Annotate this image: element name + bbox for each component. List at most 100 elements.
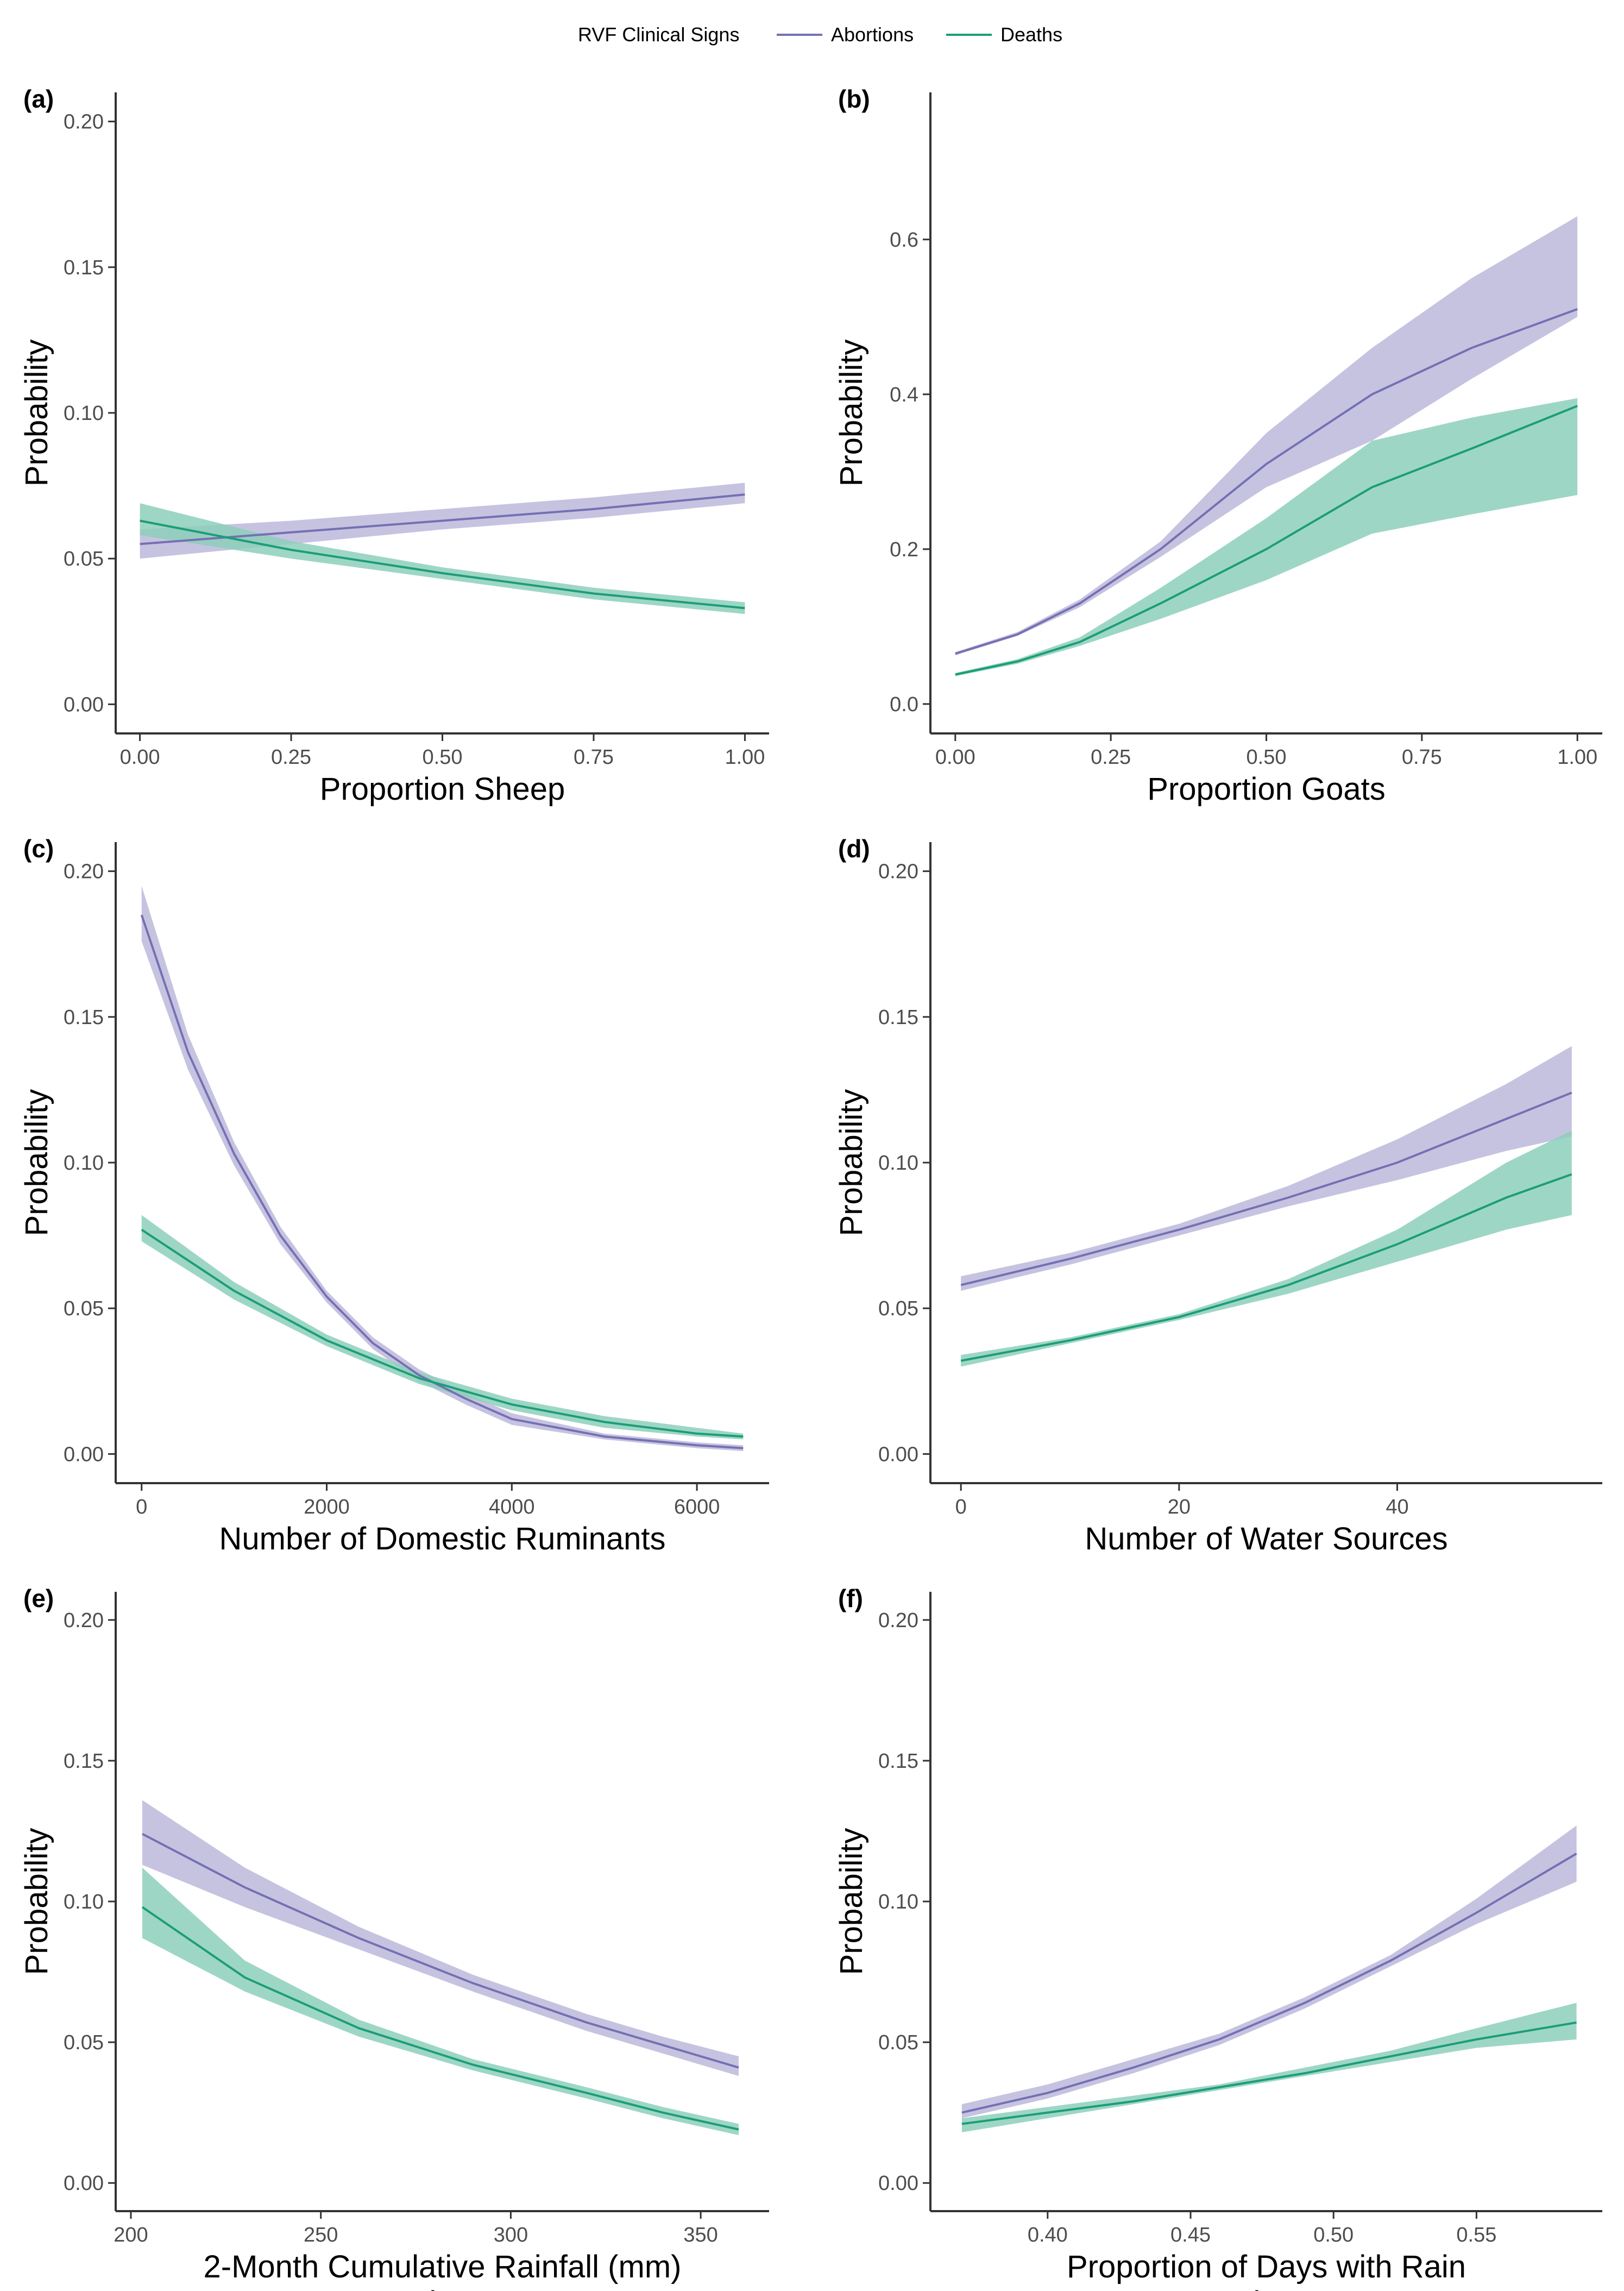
x-axis-title: Number of Water Sources (1085, 1521, 1447, 1556)
x-axis-title: Number of Domestic Ruminants (219, 1521, 666, 1556)
confidence-band-deaths (961, 1131, 1572, 1367)
panel-label: (d) (838, 834, 870, 863)
y-tick-label: 0.15 (878, 1750, 918, 1773)
y-tick-label: 0.20 (878, 1609, 918, 1632)
legend-title: RVF Clinical Signs (578, 23, 739, 46)
y-tick-label: 0.05 (64, 548, 104, 570)
x-tick-label: 0.00 (120, 746, 160, 769)
x-tick-label: 0.50 (423, 746, 463, 769)
y-tick-label: 0.10 (878, 1891, 918, 1913)
x-tick-label: 0.75 (1402, 746, 1442, 769)
y-tick-label: 0.10 (64, 1891, 104, 1913)
x-tick-label: 1.00 (1557, 746, 1597, 769)
series-line-abortions (140, 914, 744, 1449)
confidence-band-abortions (961, 1825, 1577, 2118)
confidence-band-abortions (961, 1046, 1572, 1291)
y-axis-title: Probability (19, 1089, 54, 1236)
y-tick-label: 0.05 (878, 2031, 918, 2054)
panel-1: 0.0 0.2 0.4 0.6 0.00 0.25 0.50 0.75 1.00 Proporti… (834, 85, 1602, 807)
series-line-abortions (142, 1832, 739, 2069)
confidence-band-abortions (142, 1800, 739, 2076)
series-line-deaths (961, 2021, 1577, 2125)
y-tick-label: 0.2 (890, 538, 918, 561)
panel-label: (e) (23, 1584, 54, 1612)
x-tick-label: 0 (136, 1496, 147, 1518)
y-axis-title: Probability (19, 340, 54, 487)
panel-5: 0.00 0.05 0.10 0.15 0.20 0.40 0.45 0.50 0.55 Prop… (834, 1584, 1602, 2291)
x-tick-label: 0.50 (1247, 746, 1287, 769)
x-tick-label: 0.40 (1028, 2224, 1068, 2246)
x-tick-label: 6000 (674, 1496, 720, 1518)
series-line-deaths (955, 405, 1578, 676)
x-tick-label: 40 (1386, 1496, 1408, 1518)
legend-label-abortions: Abortions (831, 23, 914, 46)
y-tick-label: 0.20 (64, 1609, 104, 1632)
series-line-deaths (141, 1228, 744, 1438)
y-tick-label: 0.05 (64, 1297, 104, 1320)
x-axis-title: Proportion Sheep (320, 771, 565, 807)
y-tick-label: 0.05 (64, 2031, 104, 2054)
y-axis-title: Probability (834, 1828, 869, 1975)
x-tick-label: 0 (955, 1496, 967, 1518)
x-tick-label: 0.25 (1091, 746, 1131, 769)
y-tick-label: 0.10 (878, 1152, 918, 1175)
panel-label: (a) (23, 85, 54, 113)
x-tick-label: 0.50 (1313, 2224, 1354, 2246)
legend-label-deaths: Deaths (1000, 23, 1062, 46)
legend: RVF Clinical Signs Abortions Deaths (578, 23, 1062, 46)
y-tick-label: 0.05 (878, 1297, 918, 1320)
x-tick-label: 0.25 (271, 746, 311, 769)
y-tick-label: 0.10 (64, 402, 104, 425)
x-tick-label: 250 (304, 2224, 338, 2246)
x-tick-label: 0.55 (1456, 2224, 1496, 2246)
series-line-abortions (955, 308, 1578, 655)
x-tick-label: 0.45 (1170, 2224, 1211, 2246)
confidence-band-deaths (142, 1867, 739, 2136)
panel-3: 0.00 0.05 0.10 0.15 0.20 0 20 40 Number of Water… (834, 834, 1602, 1556)
x-tick-label: 4000 (489, 1496, 535, 1518)
confidence-band-deaths (141, 1215, 744, 1440)
series-line-abortions (961, 1853, 1577, 2114)
x-tick-label: 0.75 (574, 746, 614, 769)
panel-0: 0.00 0.05 0.10 0.15 0.20 0.00 0.25 0.50 0.75 1.00… (19, 85, 769, 807)
y-tick-label: 0.15 (64, 256, 104, 279)
y-axis-title: Probability (834, 1089, 869, 1236)
x-tick-label: 200 (114, 2224, 148, 2246)
x-axis-title: Proportion of Days with Rain (1067, 2249, 1466, 2284)
series-line-abortions (140, 493, 745, 545)
y-tick-label: 0.4 (890, 384, 918, 406)
panel-label: (c) (23, 834, 54, 863)
y-tick-label: 0.20 (64, 111, 104, 134)
x-tick-label: 300 (494, 2224, 528, 2246)
series-line-deaths (960, 1173, 1572, 1362)
x-axis-title: March 2010 (1183, 2285, 1349, 2291)
y-tick-label: 0.00 (878, 2172, 918, 2195)
panels: 0.000.050.100.150.200.00 0.25 0.50 0.75 1.00… (19, 85, 1602, 2291)
y-tick-label: 0.00 (64, 1443, 104, 1466)
y-tick-label: 0.6 (890, 229, 918, 252)
y-tick-label: 0.20 (64, 861, 104, 883)
x-tick-label: 20 (1168, 1496, 1191, 1518)
confidence-band-deaths (961, 2003, 1577, 2132)
series-line-abortions (960, 1091, 1572, 1286)
y-tick-label: 0.20 (878, 861, 918, 883)
y-axis-title: Probability (834, 340, 869, 487)
confidence-band-abortions (141, 886, 744, 1451)
panel-label: (f) (838, 1584, 863, 1612)
panel-4: 0.00 0.05 0.10 0.15 0.20 200 250 300 3502-Month … (19, 1584, 769, 2291)
x-tick-label: 350 (683, 2224, 717, 2246)
y-tick-label: 0.0 (890, 693, 918, 716)
x-tick-label: 2000 (304, 1496, 350, 1518)
series-line-deaths (141, 1906, 739, 2131)
confidence-band-abortions (955, 216, 1578, 656)
x-tick-label: 1.00 (725, 746, 765, 769)
y-tick-label: 0.00 (64, 2172, 104, 2195)
x-axis-title: March 2010 (359, 2285, 525, 2291)
panel-2: 0.00 0.05 0.10 0.15 0.20 0 2000 4000 6000 Number … (19, 834, 769, 1556)
y-tick-label: 0.15 (64, 1006, 104, 1029)
y-tick-label: 0.15 (64, 1750, 104, 1773)
panel-label: (b) (838, 85, 870, 113)
y-tick-label: 0.00 (878, 1443, 918, 1466)
y-tick-label: 0.00 (64, 693, 104, 716)
